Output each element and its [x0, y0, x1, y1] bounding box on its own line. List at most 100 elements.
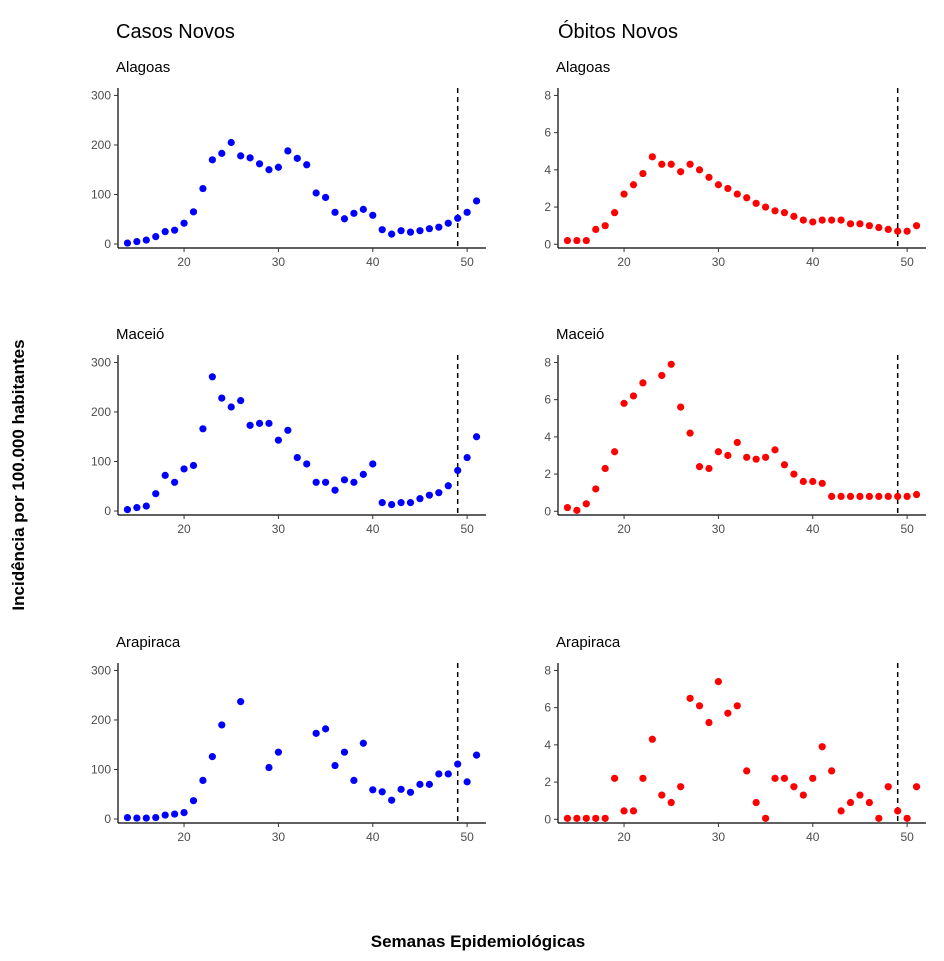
x-tick-label: 40: [366, 255, 380, 269]
data-point: [856, 492, 864, 500]
y-tick-label: 100: [91, 455, 111, 469]
data-point: [274, 436, 283, 444]
data-point: [284, 147, 292, 155]
y-tick-label: 200: [91, 138, 111, 152]
panel-subtitle: Alagoas: [556, 59, 610, 76]
data-point: [809, 477, 817, 486]
data-point: [350, 776, 358, 784]
data-point: [705, 464, 713, 473]
data-point: [799, 216, 807, 224]
x-tick-label: 20: [617, 830, 631, 844]
x-tick-label: 20: [177, 255, 191, 269]
data-point: [425, 780, 433, 788]
panel-subtitle: Alagoas: [116, 59, 170, 76]
data-point: [724, 184, 732, 193]
data-point: [828, 492, 836, 500]
data-point: [733, 702, 741, 710]
data-point: [340, 748, 349, 756]
data-point: [903, 227, 911, 235]
x-tick-label: 50: [460, 255, 474, 269]
data-point: [743, 767, 751, 775]
data-point: [171, 478, 179, 486]
data-point: [809, 218, 817, 226]
data-point: [875, 492, 883, 500]
data-point: [903, 492, 911, 500]
data-point: [388, 230, 396, 238]
data-point: [425, 225, 433, 233]
y-tick-label: 6: [544, 701, 551, 715]
data-point: [378, 788, 386, 796]
data-point: [265, 166, 273, 174]
data-point: [208, 753, 216, 761]
data-point: [677, 783, 685, 791]
data-point: [133, 237, 141, 246]
data-point: [686, 160, 694, 168]
y-tick-label: 6: [544, 126, 551, 140]
data-point: [293, 154, 301, 162]
data-point: [369, 460, 377, 468]
data-point: [189, 208, 198, 216]
data-point: [667, 160, 675, 168]
data-point: [463, 453, 471, 462]
data-point: [790, 470, 798, 478]
data-point: [435, 770, 443, 778]
data-point: [189, 797, 198, 805]
data-point: [340, 476, 349, 484]
data-point: [573, 814, 581, 822]
data-point: [208, 373, 216, 381]
data-point: [312, 729, 320, 737]
data-point: [180, 465, 188, 473]
data-point: [563, 814, 572, 822]
data-point: [435, 489, 443, 497]
data-point: [752, 455, 760, 463]
data-point: [912, 783, 921, 791]
data-point: [780, 774, 789, 782]
data-point: [761, 814, 770, 822]
data-point: [884, 492, 892, 500]
data-point: [133, 814, 141, 822]
y-tick-label: 300: [91, 88, 111, 102]
data-point: [359, 205, 367, 213]
data-point: [265, 763, 273, 772]
data-point: [321, 193, 330, 202]
x-tick-label: 20: [177, 830, 191, 844]
data-point: [771, 446, 779, 454]
data-point: [218, 721, 226, 729]
data-point: [705, 173, 713, 181]
data-point: [359, 470, 367, 478]
data-point: [312, 478, 320, 486]
y-tick-label: 2: [544, 775, 551, 789]
data-point: [818, 216, 826, 224]
data-point: [237, 698, 245, 706]
x-tick-label: 20: [617, 522, 631, 536]
data-point: [472, 433, 481, 441]
data-point: [592, 485, 600, 493]
data-point: [620, 807, 628, 815]
y-tick-label: 200: [91, 405, 111, 419]
data-point: [152, 490, 160, 498]
panel-5: Arapiraca 0 100 200 300 20 30 40 50: [91, 634, 486, 844]
data-point: [743, 453, 751, 461]
data-point: [790, 783, 798, 791]
data-point: [639, 379, 647, 387]
data-point: [331, 761, 339, 770]
y-tick-label: 4: [544, 430, 551, 444]
data-point: [180, 808, 188, 817]
data-point: [894, 807, 902, 815]
data-point: [274, 163, 283, 171]
data-point: [133, 503, 141, 512]
column-title-deaths: Óbitos Novos: [558, 20, 678, 43]
data-point: [601, 814, 609, 822]
y-tick-label: 2: [544, 200, 551, 214]
data-point: [208, 156, 216, 164]
data-point: [648, 735, 656, 743]
data-point: [667, 798, 675, 807]
x-tick-label: 30: [272, 830, 286, 844]
data-point: [312, 189, 320, 197]
data-point: [161, 228, 169, 236]
data-point: [846, 798, 855, 807]
x-tick-label: 30: [272, 522, 286, 536]
data-point: [444, 770, 452, 778]
data-point: [677, 403, 685, 411]
data-point: [865, 222, 873, 230]
